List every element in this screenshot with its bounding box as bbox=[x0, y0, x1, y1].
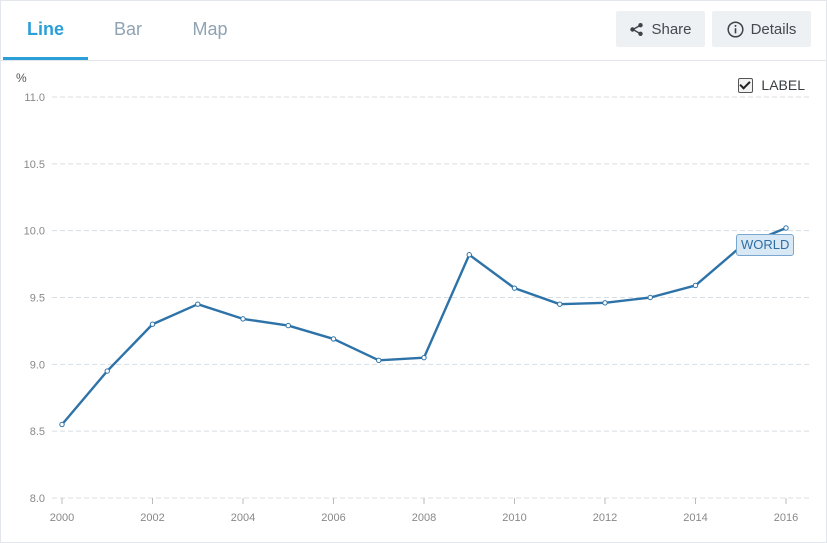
data-point[interactable] bbox=[376, 357, 382, 364]
tab-bar[interactable]: Bar bbox=[113, 18, 142, 39]
tab-line[interactable]: Line bbox=[3, 0, 88, 60]
data-point[interactable] bbox=[330, 336, 337, 342]
info-icon bbox=[727, 20, 744, 38]
share-label: Share bbox=[651, 20, 692, 38]
y-tick-label: 10.0 bbox=[24, 226, 45, 238]
data-point[interactable] bbox=[783, 225, 789, 231]
data-point[interactable] bbox=[104, 368, 110, 374]
y-tick-label: 10.5 bbox=[24, 159, 45, 171]
data-point[interactable] bbox=[421, 354, 427, 361]
label-checkbox[interactable] bbox=[738, 77, 754, 93]
x-tick-label: 2012 bbox=[593, 512, 617, 524]
data-point[interactable] bbox=[240, 316, 246, 322]
details-label: Details bbox=[750, 20, 797, 38]
details-button[interactable]: Details bbox=[712, 11, 811, 47]
data-point[interactable] bbox=[557, 301, 563, 307]
data-point[interactable] bbox=[466, 252, 472, 258]
data-point[interactable] bbox=[647, 294, 653, 301]
x-tick-label: 2010 bbox=[502, 512, 526, 524]
data-point[interactable] bbox=[511, 285, 518, 291]
data-point[interactable] bbox=[285, 322, 291, 329]
y-tick-label: 9.5 bbox=[30, 293, 45, 305]
data-point[interactable] bbox=[195, 301, 201, 307]
y-axis-unit: % bbox=[16, 71, 27, 85]
y-tick-label: 11.0 bbox=[24, 92, 45, 104]
data-point[interactable] bbox=[602, 300, 608, 306]
x-tick-label: 2006 bbox=[321, 512, 345, 524]
y-tick-label: 9.0 bbox=[30, 359, 45, 371]
x-tick-label: 2002 bbox=[140, 512, 164, 524]
data-point[interactable] bbox=[692, 282, 699, 289]
share-icon bbox=[629, 22, 644, 37]
data-point[interactable] bbox=[149, 321, 156, 327]
tab-map[interactable]: Map bbox=[192, 18, 228, 39]
series-end-label: WORLD bbox=[736, 233, 795, 256]
x-tick-label: 2000 bbox=[50, 512, 74, 524]
y-tick-label: 8.5 bbox=[30, 426, 45, 438]
view-tabs: Line Bar Map Share Details bbox=[0, 0, 827, 61]
share-button[interactable]: Share bbox=[616, 11, 705, 47]
x-tick-label: 2004 bbox=[231, 512, 255, 524]
label-toggle[interactable]: LABEL bbox=[738, 77, 805, 93]
label-toggle-text: LABEL bbox=[761, 77, 805, 93]
x-tick-label: 2014 bbox=[683, 512, 707, 524]
data-point[interactable] bbox=[59, 421, 65, 428]
series-line bbox=[61, 226, 787, 426]
x-tick-label: 2008 bbox=[412, 512, 436, 524]
y-tick-label: 8.0 bbox=[30, 493, 45, 505]
x-tick-label: 2016 bbox=[774, 512, 798, 524]
